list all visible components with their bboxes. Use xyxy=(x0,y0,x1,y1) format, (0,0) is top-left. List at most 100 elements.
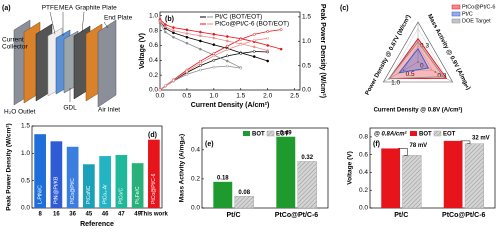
y-tick-label: 0.8 xyxy=(359,134,368,141)
y-axis-label: Peak Power Density (W/cm²) xyxy=(6,123,13,210)
x-axis-label: Current Density (A/cm²) xyxy=(191,102,270,109)
power-marker xyxy=(266,36,270,40)
diagram-label: GDL xyxy=(63,105,77,112)
radar-tick-label: 0.3 xyxy=(437,73,446,80)
radar-frame xyxy=(382,21,454,83)
voltage-marker xyxy=(185,28,189,32)
bar-label: PtCo@Pt/C-6 xyxy=(151,173,157,204)
power-marker xyxy=(225,44,229,48)
voltage-marker xyxy=(252,55,256,58)
panel-label: (e) xyxy=(205,141,214,148)
power-marker xyxy=(225,48,229,51)
legend-swatch xyxy=(451,11,461,17)
x-tick-label: Pt/C xyxy=(394,212,408,219)
power-curve xyxy=(159,51,268,91)
radar-series xyxy=(388,37,448,80)
voltage-marker xyxy=(225,59,229,63)
y-tick-label: 0.6 xyxy=(149,42,158,49)
y-tick-label: 0.8 xyxy=(149,27,158,34)
value-label: 0.18 xyxy=(217,175,229,181)
voltage-marker xyxy=(158,19,162,23)
y-tick-label: 0.4 xyxy=(191,147,200,154)
value-label: 0.49 xyxy=(280,130,292,136)
panel-label: (f) xyxy=(373,141,380,148)
power-marker xyxy=(212,58,216,62)
x-tick-label: 16 xyxy=(53,212,60,218)
bar xyxy=(34,134,46,208)
power-curve xyxy=(159,37,268,91)
end-plate xyxy=(97,19,117,108)
x-axis-label: Reference xyxy=(80,221,114,228)
x-tick-label: PtCo@Pt/C-6 xyxy=(275,212,318,219)
voltage-marker xyxy=(164,25,167,29)
legend-title: @ 0.8A/cm² xyxy=(374,131,408,138)
bar xyxy=(131,163,144,208)
legend-label: DOE Target xyxy=(462,18,491,24)
bar xyxy=(381,148,400,208)
bar xyxy=(402,155,422,209)
y-tick-label: 0.0 xyxy=(149,87,158,94)
power-marker xyxy=(225,54,229,58)
bar xyxy=(297,161,317,209)
voltage-marker xyxy=(199,47,202,51)
voltage-marker xyxy=(199,39,202,43)
bar xyxy=(115,154,128,208)
bar xyxy=(234,196,254,209)
bar-label: Pt₃Fe/C xyxy=(135,186,141,204)
panel-label: (d) xyxy=(148,132,157,139)
x-tick-label: This work xyxy=(140,212,169,218)
bar xyxy=(464,143,484,209)
y-tick-label: 0.4 xyxy=(359,169,368,176)
bar xyxy=(83,164,95,208)
bar xyxy=(276,136,296,208)
y-tick-label: 0.5 xyxy=(21,177,30,184)
legend-label: BOT xyxy=(252,132,265,138)
y-tick-label: 0.5 xyxy=(302,62,311,69)
y-axis-label: Voltage (V) xyxy=(139,33,146,69)
x-tick-label: 45 xyxy=(86,212,93,218)
power-marker xyxy=(212,65,216,69)
voltage-marker xyxy=(199,30,202,34)
x-tick-label: 2.0 xyxy=(263,93,272,100)
y-tick-label: 1.0 xyxy=(149,12,158,19)
voltage-marker xyxy=(225,39,229,43)
voltage-marker xyxy=(172,29,175,32)
radar-tick-label: 0.5 xyxy=(406,71,415,78)
bar xyxy=(443,140,463,208)
power-marker xyxy=(239,43,243,47)
legend-label: Pt/C (BOT/EOT) xyxy=(215,14,262,21)
power-marker xyxy=(158,88,162,92)
power-marker xyxy=(212,54,216,58)
x-tick-label: 49 xyxy=(134,212,141,218)
power-marker xyxy=(252,33,256,36)
power-marker xyxy=(239,37,243,41)
voltage-marker xyxy=(212,43,216,47)
x-tick-label: 1.0 xyxy=(209,93,218,100)
panel-label: (c) xyxy=(340,5,349,12)
difference-bracket xyxy=(460,140,471,144)
bar-label: PtCo₃-Ar xyxy=(102,184,108,204)
diagram-label: Graphite Plate xyxy=(75,5,117,12)
legend-label: PtCo@Pt/C-6 (BOT/EOT) xyxy=(215,21,289,28)
legend-label: EOT xyxy=(443,132,456,138)
bar xyxy=(99,156,111,208)
power-marker xyxy=(252,38,256,42)
voltage-marker xyxy=(185,41,189,45)
bar-label: PtCo@Pt/C xyxy=(70,178,76,204)
diagram-label: Current xyxy=(2,37,24,44)
radar-tick xyxy=(402,69,405,72)
diagram-label: PTFE xyxy=(42,5,59,12)
panel-label: (b) xyxy=(165,16,174,23)
power-marker xyxy=(164,84,167,87)
x-tick-label: 0.0 xyxy=(155,93,164,100)
y-tick-label: 1.5 xyxy=(21,123,30,130)
diagram-label: Air Inlet xyxy=(98,107,120,114)
power-marker xyxy=(199,68,202,72)
power-marker xyxy=(266,30,270,33)
legend-swatch xyxy=(266,130,275,137)
voltage-marker xyxy=(266,59,270,63)
y-tick-label: 0.6 xyxy=(359,151,368,158)
pointer xyxy=(49,11,56,35)
legend-label: Pt/C xyxy=(462,11,473,17)
y-tick-label: 0.0 xyxy=(302,87,311,94)
